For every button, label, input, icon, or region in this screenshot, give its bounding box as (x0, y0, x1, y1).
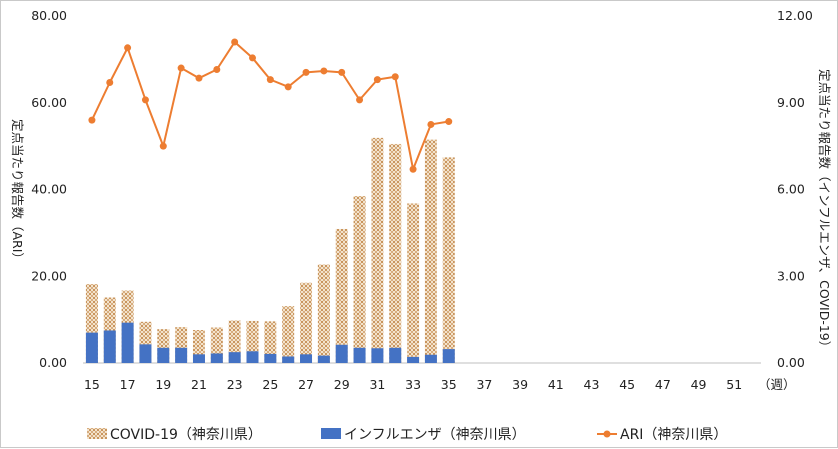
x-axis-tick-label: 41 (548, 377, 564, 392)
right-axis-tick-label: 0.00 (777, 355, 805, 370)
covid-bar (442, 157, 455, 363)
covid-bar (389, 143, 402, 363)
ari-point (391, 73, 399, 81)
legend: COVID-19（神奈川県） インフルエンザ（神奈川県） ARI（神奈川県） (87, 427, 727, 443)
ari-point (124, 44, 132, 52)
x-axis-tick-label: 35 (441, 377, 457, 392)
ari-point (320, 67, 328, 75)
covid-bar (282, 306, 295, 363)
left-axis-tick-label: 40.00 (31, 182, 67, 197)
left-axis-title: 定点当たり報告数（ARI） (10, 119, 25, 265)
legend-label-covid: COVID-19（神奈川県） (110, 427, 262, 443)
influenza-bar (175, 347, 188, 363)
ari-point (249, 54, 256, 62)
ari-point (445, 118, 453, 126)
influenza-bar (210, 353, 223, 363)
x-axis-tick-label: 39 (512, 377, 528, 392)
right-axis-title: 定点当たり報告数（インフルエンザ、COVID-19） (817, 69, 832, 353)
ari-point (284, 83, 292, 91)
right-axis-tick-label: 12.00 (777, 8, 813, 23)
left-axis-tick-label: 0.00 (39, 355, 67, 370)
x-axis-tick-label: 47 (655, 377, 671, 392)
x-axis-tick-label: 23 (227, 377, 243, 392)
influenza-bar (192, 354, 205, 363)
influenza-bar (371, 348, 384, 363)
x-axis-tick-label: 51 (726, 377, 742, 392)
x-axis-tick-label: 15 (84, 377, 100, 392)
legend-swatch-ari-marker (603, 430, 611, 438)
covid-bar (264, 321, 277, 363)
legend-swatch-influenza (321, 428, 341, 439)
x-axis-tick-label: 45 (619, 377, 635, 392)
covid-bar (371, 137, 384, 363)
influenza-bar (157, 347, 170, 363)
influenza-bar (85, 332, 98, 363)
ari-point (338, 68, 346, 76)
x-axis-tick-label: 21 (191, 377, 207, 392)
influenza-bar (264, 353, 277, 363)
influenza-bar (228, 352, 241, 363)
ari-point (88, 116, 96, 124)
influenza-bar (121, 322, 134, 363)
ari-point (106, 79, 114, 87)
ari-point (266, 76, 274, 84)
left-axis-tick-label: 20.00 (31, 268, 67, 283)
x-axis-tick-label: 17 (120, 377, 136, 392)
influenza-bar (353, 347, 366, 363)
legend-label-influenza: インフルエンザ（神奈川県） (344, 427, 526, 443)
x-axis-tick-label: 31 (369, 377, 385, 392)
ari-point (195, 74, 203, 82)
x-axis-tick-label: 49 (691, 377, 707, 392)
x-axis-tick-label: 25 (262, 377, 278, 392)
ari-point (177, 64, 185, 72)
influenza-bar (442, 349, 455, 363)
influenza-bar (407, 356, 420, 363)
influenza-bar (300, 354, 313, 363)
x-axis-tick-label: 43 (584, 377, 600, 392)
covid-bar (353, 196, 366, 363)
ari-point (213, 65, 221, 73)
right-axis-tick-label: 6.00 (777, 182, 805, 197)
x-axis-tick-label: 33 (405, 377, 421, 392)
ari-point (373, 76, 381, 84)
covid-bar (317, 264, 330, 363)
influenza-bar (103, 330, 116, 363)
influenza-bar (424, 354, 437, 363)
left-axis-tick-label: 80.00 (31, 8, 67, 23)
influenza-bar (389, 347, 402, 363)
covid-bar (335, 228, 348, 363)
ari-point (356, 96, 364, 104)
legend-label-ari: ARI（神奈川県） (620, 427, 727, 443)
right-axis-tick-label: 9.00 (777, 95, 805, 110)
influenza-bar (246, 351, 259, 363)
influenza-bar (282, 356, 295, 363)
ari-point (427, 120, 435, 128)
x-axis-unit-label: （週） (758, 377, 796, 392)
ari-point (159, 142, 167, 150)
ari-point (409, 165, 417, 173)
influenza-bar (139, 344, 152, 363)
x-axis-tick-label: 19 (155, 377, 171, 392)
covid-bar (300, 282, 313, 363)
influenza-bar (317, 355, 330, 363)
x-axis-tick-label: 29 (334, 377, 350, 392)
legend-swatch-covid (87, 428, 107, 439)
right-axis-tick-label: 3.00 (777, 268, 805, 283)
x-axis-tick-label: 27 (298, 377, 314, 392)
ari-point (231, 38, 239, 46)
covid-bar (424, 139, 437, 363)
x-axis-tick-label: 37 (476, 377, 492, 392)
ari-point (302, 68, 310, 76)
ari-point (141, 96, 149, 104)
covid-bar (407, 203, 420, 363)
influenza-bar (335, 344, 348, 363)
left-axis-tick-label: 60.00 (31, 95, 67, 110)
